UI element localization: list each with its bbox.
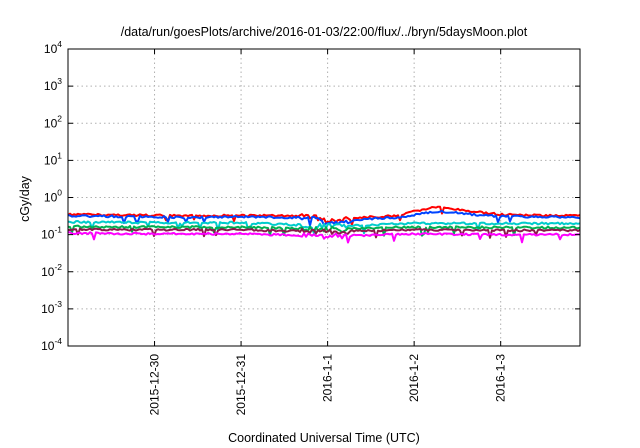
y-tick-exponent: -4	[54, 336, 62, 346]
series-line-6	[67, 231, 581, 244]
y-tick-base: 10	[44, 116, 58, 130]
y-tick-label: 103	[44, 76, 62, 93]
x-tick-label: 2016-1-1	[321, 354, 335, 402]
y-tick-label: 10-4	[41, 336, 62, 353]
x-tick-label: 2015-12-31	[234, 354, 248, 416]
y-tick-exponent: -3	[54, 299, 62, 309]
x-axis: 2015-12-30 2015-12-31 2016-1-1 2016-1-2 2016…	[148, 49, 508, 415]
y-tick-exponent: -1	[54, 225, 62, 235]
y-tick-base: 10	[44, 153, 58, 167]
series-line-4	[67, 224, 581, 237]
y-tick-label: 104	[44, 39, 62, 56]
x-tick-label: 2016-1-3	[494, 354, 508, 402]
series-line-1	[67, 205, 581, 226]
y-tick-base: 10	[44, 42, 58, 56]
y-tick-base: 10	[41, 339, 55, 353]
y-tick-base: 10	[44, 79, 58, 93]
y-tick-base: 10	[41, 265, 55, 279]
y-tick-label: 10-1	[41, 225, 62, 242]
y-tick-exponent: 1	[57, 150, 62, 160]
x-tick-label: 2016-1-2	[407, 354, 421, 402]
y-tick-label: 10-3	[41, 299, 62, 316]
y-tick-exponent: 3	[57, 76, 62, 86]
y-tick-label: 100	[44, 188, 62, 205]
x-axis-label: Coordinated Universal Time (UTC)	[228, 431, 420, 445]
y-tick-base: 10	[41, 302, 55, 316]
y-axis-label: cGy/day	[18, 175, 32, 222]
grid	[68, 49, 580, 346]
y-tick-exponent: -2	[54, 262, 62, 272]
x-tick-label: 2015-12-30	[148, 354, 162, 416]
y-tick-base: 10	[41, 228, 55, 242]
y-tick-label: 10-2	[41, 262, 62, 279]
y-tick-base: 10	[44, 191, 58, 205]
y-tick-exponent: 2	[57, 113, 62, 123]
chart-title: /data/run/goesPlots/archive/2016-01-03/2…	[121, 25, 528, 39]
y-tick-exponent: 4	[57, 39, 62, 49]
y-tick-label: 102	[44, 113, 62, 130]
series-line-3	[67, 220, 581, 235]
series-layer	[67, 205, 581, 244]
y-tick-label: 101	[44, 150, 62, 167]
y-tick-exponent: 0	[57, 188, 62, 198]
